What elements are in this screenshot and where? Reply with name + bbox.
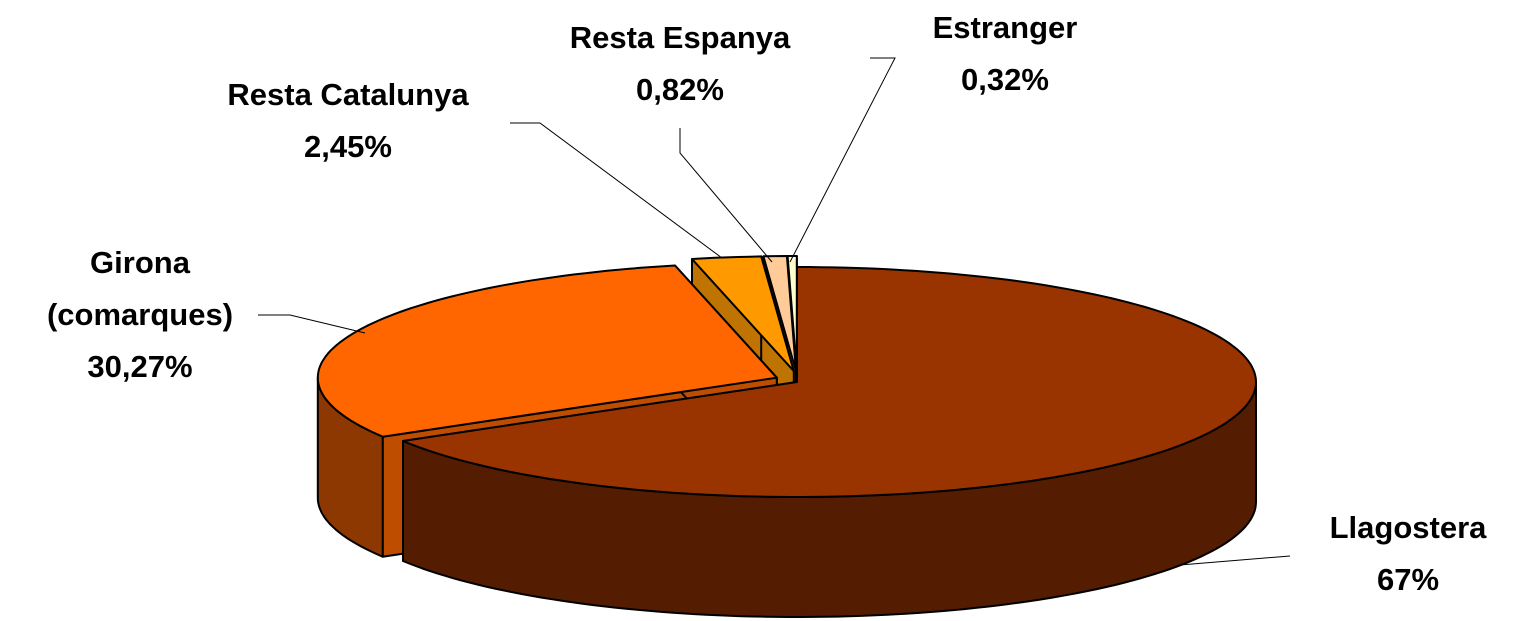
slice [402,266,1257,498]
leader-line [789,57,896,263]
slice [786,255,798,372]
slice [316,264,778,438]
slice-value-label: 67% [1377,562,1439,597]
slice-value-label: 0,32% [961,62,1049,97]
slice-label: Llagostera [1330,510,1488,545]
leader-line [258,314,366,334]
slice-value-label: 2,45% [304,129,392,164]
slice-label: Resta Catalunya [227,77,469,112]
slice-label-line: (comarques) [47,297,233,332]
leader-line [1179,555,1291,566]
slice-label: Girona (comarques) [47,245,233,332]
slice-label: Estranger [933,10,1078,45]
slice-value-label: 0,82% [636,72,724,107]
slice-label: Resta Espanya [570,20,791,55]
slice-value-label: 30,27% [87,349,192,384]
slice [691,255,795,373]
leader-line [510,122,723,259]
slice-label-line: Girona [90,245,191,280]
slice-tops [258,57,1291,566]
leader-line [679,128,773,263]
